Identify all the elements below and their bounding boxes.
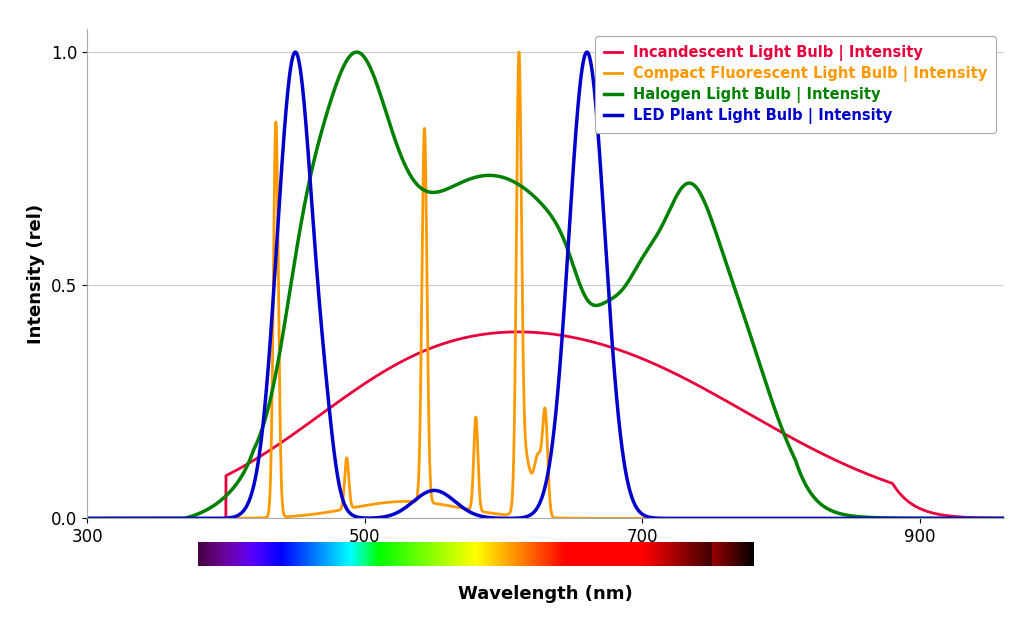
LED Plant Light Bulb | Intensity	[289, 48, 301, 56]
LED Plant Light Bulb | Intensity	[631, 504, 643, 512]
Incandescent Light Bulb | Intensity	[765, 422, 777, 430]
Compact Fluorescent Light Bulb | Intensity	[997, 515, 1010, 522]
Line: LED Plant Light Bulb | Intensity: LED Plant Light Bulb | Intensity	[87, 52, 1004, 518]
Halogen Light Bulb | Intensity	[431, 188, 443, 196]
LED Plant Light Bulb | Intensity	[431, 487, 443, 495]
Halogen Light Bulb | Intensity	[835, 510, 847, 518]
Compact Fluorescent Light Bulb | Intensity	[677, 515, 689, 522]
Compact Fluorescent Light Bulb | Intensity	[81, 515, 93, 522]
Halogen Light Bulb | Intensity	[350, 48, 362, 56]
Compact Fluorescent Light Bulb | Intensity	[631, 515, 643, 522]
LED Plant Light Bulb | Intensity	[248, 483, 260, 490]
Incandescent Light Bulb | Intensity	[631, 353, 643, 360]
Line: Compact Fluorescent Light Bulb | Intensity: Compact Fluorescent Light Bulb | Intensi…	[87, 52, 1004, 518]
Incandescent Light Bulb | Intensity	[677, 374, 689, 381]
Incandescent Light Bulb | Intensity	[81, 515, 93, 522]
Halogen Light Bulb | Intensity	[677, 182, 689, 190]
Halogen Light Bulb | Intensity	[248, 446, 260, 454]
Compact Fluorescent Light Bulb | Intensity	[835, 515, 847, 522]
Incandescent Light Bulb | Intensity	[431, 342, 443, 349]
Incandescent Light Bulb | Intensity	[512, 328, 524, 336]
Halogen Light Bulb | Intensity	[631, 263, 643, 271]
Line: Incandescent Light Bulb | Intensity: Incandescent Light Bulb | Intensity	[87, 332, 1004, 518]
LED Plant Light Bulb | Intensity	[997, 515, 1010, 522]
X-axis label: Wavelength (nm): Wavelength (nm)	[458, 585, 633, 603]
LED Plant Light Bulb | Intensity	[835, 515, 847, 522]
Halogen Light Bulb | Intensity	[81, 515, 93, 522]
Compact Fluorescent Light Bulb | Intensity	[513, 48, 525, 56]
LED Plant Light Bulb | Intensity	[81, 515, 93, 522]
Compact Fluorescent Light Bulb | Intensity	[431, 500, 443, 508]
Incandescent Light Bulb | Intensity	[835, 459, 847, 467]
Compact Fluorescent Light Bulb | Intensity	[248, 514, 260, 522]
Y-axis label: Intensity (rel): Intensity (rel)	[28, 204, 45, 344]
LED Plant Light Bulb | Intensity	[677, 515, 689, 522]
Halogen Light Bulb | Intensity	[997, 515, 1010, 522]
Line: Halogen Light Bulb | Intensity: Halogen Light Bulb | Intensity	[87, 52, 1004, 518]
Legend: Incandescent Light Bulb | Intensity, Compact Fluorescent Light Bulb | Intensity,: Incandescent Light Bulb | Intensity, Com…	[595, 36, 996, 133]
Incandescent Light Bulb | Intensity	[997, 515, 1010, 522]
Incandescent Light Bulb | Intensity	[248, 456, 260, 464]
LED Plant Light Bulb | Intensity	[765, 515, 777, 522]
Compact Fluorescent Light Bulb | Intensity	[765, 515, 777, 522]
Halogen Light Bulb | Intensity	[765, 394, 777, 402]
Text: ✕: ✕	[650, 41, 662, 54]
